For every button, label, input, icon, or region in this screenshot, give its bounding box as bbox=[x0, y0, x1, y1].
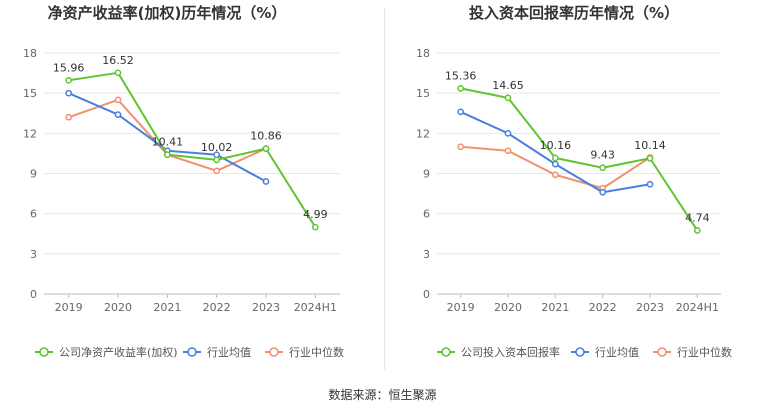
industry-average-point bbox=[262, 178, 270, 185]
chart-panel-2: 投入资本回报率历年情况（%） 0 3 6 9 12 15 18 2019 2020 2021 2022… bbox=[416, 4, 732, 359]
x-tick-label: 2020 bbox=[494, 301, 522, 314]
industry-average-point bbox=[457, 108, 465, 116]
x-tick-label: 2024H1 bbox=[294, 301, 337, 314]
legend-swatch-marker bbox=[657, 347, 667, 357]
legend-label-company: 公司投入资本回报率 bbox=[461, 345, 560, 359]
company-point bbox=[504, 94, 512, 102]
x-tick-label: 2021 bbox=[541, 301, 569, 314]
legend-swatch-marker bbox=[441, 347, 451, 357]
panel-divider bbox=[384, 8, 385, 370]
data-label: 16.52 bbox=[102, 54, 134, 67]
industry-median-point bbox=[114, 96, 122, 104]
legend-label-industry-average: 行业均值 bbox=[595, 346, 639, 359]
industry-average-point bbox=[65, 89, 73, 97]
legend-label-company: 公司净资产收益率(加权) bbox=[59, 345, 178, 359]
company-line bbox=[68, 71, 317, 228]
y-tick-label: 18 bbox=[23, 47, 37, 60]
company-point bbox=[114, 69, 122, 77]
data-label: 10.02 bbox=[201, 141, 233, 154]
y-tick-label: 12 bbox=[23, 127, 37, 140]
data-label: 4.99 bbox=[303, 208, 328, 221]
chart-panel-1: 净资产收益率(加权)历年情况（%） 0 3 6 9 12 15 18 2019 2020 2021 2… bbox=[23, 4, 344, 359]
y-tick-label: 6 bbox=[30, 208, 37, 221]
y-tick-label: 3 bbox=[423, 248, 430, 261]
y-tick-label: 9 bbox=[423, 168, 430, 181]
y-tick-label: 15 bbox=[23, 87, 37, 100]
legend-label-industry-average: 行业均值 bbox=[207, 346, 251, 359]
data-label: 9.43 bbox=[590, 149, 615, 162]
y-tick-label: 6 bbox=[423, 208, 430, 221]
x-tick-label: 2023 bbox=[252, 301, 280, 314]
y-tick-label: 3 bbox=[30, 248, 37, 261]
data-label: 14.65 bbox=[492, 79, 524, 92]
company-point bbox=[457, 84, 465, 92]
company-point bbox=[262, 145, 270, 152]
x-tick-label: 2024H1 bbox=[676, 301, 719, 314]
data-label: 10.86 bbox=[250, 130, 282, 143]
industry-median-point bbox=[457, 143, 465, 151]
data-label: 15.36 bbox=[445, 69, 477, 82]
industry-median-point bbox=[65, 113, 73, 121]
industry-average-point bbox=[551, 160, 559, 168]
x-tick-label: 2022 bbox=[203, 301, 231, 314]
y-tick-label: 0 bbox=[423, 288, 430, 301]
data-source-note: 数据来源：恒生聚源 bbox=[328, 388, 437, 402]
chart-title: 投入资本回报率历年情况（%） bbox=[469, 4, 679, 22]
legend-swatch-marker bbox=[575, 347, 585, 357]
industry-average-point bbox=[504, 129, 512, 137]
data-label: 15.96 bbox=[53, 61, 85, 74]
legend-label-industry-median: 行业中位数 bbox=[289, 345, 344, 359]
company-point bbox=[163, 151, 171, 158]
y-tick-label: 9 bbox=[30, 168, 37, 181]
industry-median-point bbox=[551, 171, 559, 179]
x-tick-label: 2019 bbox=[55, 301, 83, 314]
data-label: 10.14 bbox=[634, 139, 666, 152]
chart-title: 净资产收益率(加权)历年情况（%） bbox=[48, 4, 287, 22]
y-tick-label: 18 bbox=[416, 47, 430, 60]
company-point bbox=[646, 154, 654, 162]
x-tick-label: 2023 bbox=[636, 301, 664, 314]
industry-average-point bbox=[114, 111, 122, 118]
legend-swatch-marker bbox=[39, 347, 49, 357]
company-point bbox=[599, 164, 607, 172]
industry-average-line bbox=[460, 111, 651, 194]
industry-average-point bbox=[646, 180, 654, 188]
company-point bbox=[65, 76, 73, 84]
legend-label-industry-median: 行业中位数 bbox=[677, 345, 732, 359]
company-point bbox=[213, 156, 221, 164]
company-line bbox=[460, 87, 699, 232]
data-label: 10.16 bbox=[540, 139, 572, 152]
legend-swatch-marker bbox=[269, 347, 279, 357]
data-label: 4.74 bbox=[685, 212, 710, 225]
y-tick-label: 0 bbox=[30, 288, 37, 301]
y-tick-label: 15 bbox=[416, 87, 430, 100]
x-tick-label: 2019 bbox=[447, 301, 475, 314]
company-point bbox=[551, 154, 559, 162]
x-tick-label: 2022 bbox=[589, 301, 617, 314]
y-tick-label: 12 bbox=[416, 127, 430, 140]
legend-swatch-marker bbox=[187, 347, 197, 357]
x-tick-label: 2020 bbox=[104, 301, 132, 314]
industry-average-point bbox=[599, 188, 607, 196]
data-label: 10.41 bbox=[152, 136, 184, 149]
company-point bbox=[693, 227, 701, 234]
x-tick-label: 2021 bbox=[153, 301, 181, 314]
industry-median-point bbox=[213, 167, 221, 175]
company-point bbox=[311, 223, 319, 231]
industry-median-point bbox=[504, 147, 512, 155]
